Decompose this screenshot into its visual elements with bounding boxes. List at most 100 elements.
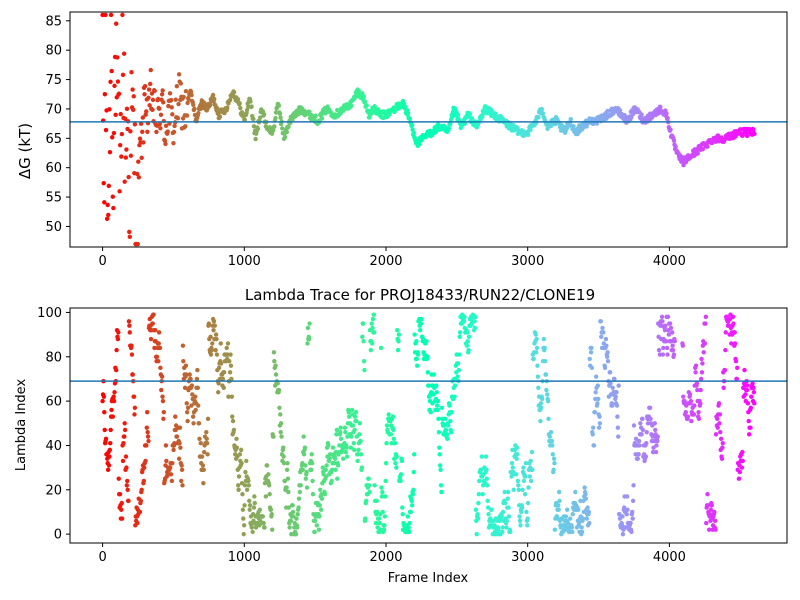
lambda-point	[597, 421, 603, 426]
lambda-point	[246, 478, 251, 484]
lambda-point	[624, 494, 630, 499]
delta-g-point	[101, 181, 106, 186]
lambda-point	[370, 316, 376, 322]
delta-g-point	[174, 84, 180, 89]
lambda-point	[541, 336, 547, 342]
lambda-point	[359, 465, 365, 470]
lambda-point	[379, 494, 385, 499]
lambda-point	[383, 494, 388, 499]
lambda-point	[125, 478, 130, 484]
lambda-point	[209, 347, 215, 353]
lambda-point	[249, 525, 255, 530]
lambda-point	[748, 425, 753, 430]
lambda-point	[287, 525, 292, 530]
delta-g-point	[118, 111, 123, 117]
delta-g-point	[349, 103, 354, 109]
delta-g-point	[328, 110, 334, 115]
lambda-point	[349, 434, 354, 439]
lambda-point	[160, 398, 166, 404]
delta-g-point	[139, 155, 144, 161]
lambda-point	[355, 458, 360, 464]
lambda-point	[533, 350, 539, 355]
lambda-point	[718, 429, 723, 435]
delta-g-point	[124, 106, 130, 112]
lambda-point	[479, 454, 484, 459]
lambda-point	[105, 467, 111, 473]
lambda-point	[163, 443, 169, 448]
lambda-point	[156, 341, 161, 346]
delta-g-point	[239, 110, 245, 115]
lambda-point	[521, 478, 527, 484]
lambda-point	[306, 336, 312, 342]
lambda-point	[589, 365, 595, 371]
lambda-point	[506, 505, 511, 510]
lambda-point	[126, 319, 132, 324]
lambda-point	[666, 332, 672, 337]
delta-g-point	[102, 200, 107, 205]
delta-g-point	[184, 113, 190, 118]
lambda-point	[536, 385, 541, 391]
lambda-point	[107, 447, 113, 453]
lambda-point	[484, 476, 490, 481]
delta-g-point	[158, 112, 164, 118]
lambda-point	[195, 367, 200, 373]
lambda-point	[303, 463, 308, 468]
lambda-point	[228, 363, 234, 368]
lambda-point	[368, 347, 374, 353]
lambda-point	[547, 434, 552, 439]
lambda-point	[346, 409, 351, 415]
lambda-point	[161, 409, 167, 415]
lambda-point	[281, 454, 286, 459]
lambda-point	[246, 483, 252, 488]
lambda-point	[449, 409, 454, 415]
delta-g-point	[121, 51, 127, 56]
lambda-point	[550, 443, 555, 448]
lambda-point	[294, 516, 299, 521]
lambda-point	[436, 416, 441, 422]
lambda-point	[226, 394, 231, 399]
lambda-point	[110, 414, 115, 419]
lambda-point	[414, 339, 419, 344]
lambda-point	[636, 452, 641, 457]
lambda-point	[239, 460, 244, 466]
lambda-point	[363, 516, 368, 521]
lambda-point	[177, 425, 183, 430]
delta-g-point	[130, 107, 136, 112]
lambda-point	[338, 425, 343, 430]
lambda-point	[439, 405, 445, 410]
delta-g-point	[119, 131, 125, 137]
lambda-point	[517, 518, 523, 524]
lambda-point	[587, 520, 592, 526]
lambda-point	[517, 514, 522, 519]
lambda-point	[556, 507, 561, 512]
lambda-point	[352, 414, 358, 419]
lambda-point	[108, 441, 113, 446]
lambda-point	[595, 401, 600, 406]
lambda-point	[398, 478, 403, 484]
y-tick-label: 85	[45, 14, 62, 29]
lambda-point	[366, 483, 372, 488]
delta-g-point	[148, 81, 153, 87]
lambda-point	[275, 381, 280, 386]
lambda-point	[333, 467, 338, 473]
delta-g-point	[130, 87, 135, 92]
lambda-point	[551, 467, 556, 473]
lambda-point	[116, 476, 121, 481]
x-tick-label: 1000	[228, 550, 261, 565]
lambda-point	[383, 460, 389, 466]
delta-g-y-ticks: 50 55 60 65 70 75 80 85	[45, 14, 70, 235]
delta-g-point	[126, 174, 131, 180]
delta-g-axes-frame	[69, 11, 788, 248]
lambda-point	[476, 500, 481, 506]
lambda-point	[113, 367, 119, 373]
y-tick-label: 55	[45, 191, 62, 206]
lambda-point	[371, 312, 377, 317]
lambda-point	[242, 483, 248, 488]
delta-g-point	[227, 97, 233, 103]
lambda-point	[473, 507, 479, 512]
lambda-point	[168, 472, 174, 477]
lambda-point	[731, 321, 736, 326]
lambda-point	[301, 434, 306, 439]
lambda-point	[340, 456, 346, 461]
lambda-point	[221, 385, 226, 391]
